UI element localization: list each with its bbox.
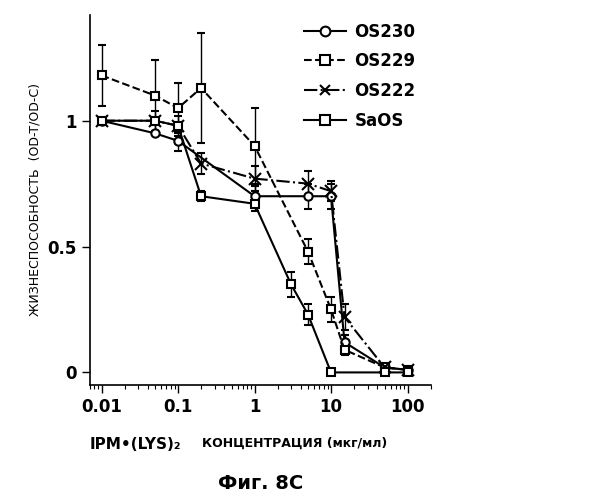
Text: КОНЦЕНТРАЦИЯ (мкг/мл): КОНЦЕНТРАЦИЯ (мкг/мл): [202, 437, 388, 450]
Text: Фиг. 8C: Фиг. 8C: [218, 474, 303, 493]
Legend: OS230, OS229, OS222, SaOS: OS230, OS229, OS222, SaOS: [298, 16, 422, 136]
Text: IPM•(LYS)₂: IPM•(LYS)₂: [90, 437, 181, 452]
Y-axis label: ЖИЗНЕСПОСОБНОСТЬ  (OD-T/OD-C): ЖИЗНЕСПОСОБНОСТЬ (OD-T/OD-C): [29, 84, 42, 316]
